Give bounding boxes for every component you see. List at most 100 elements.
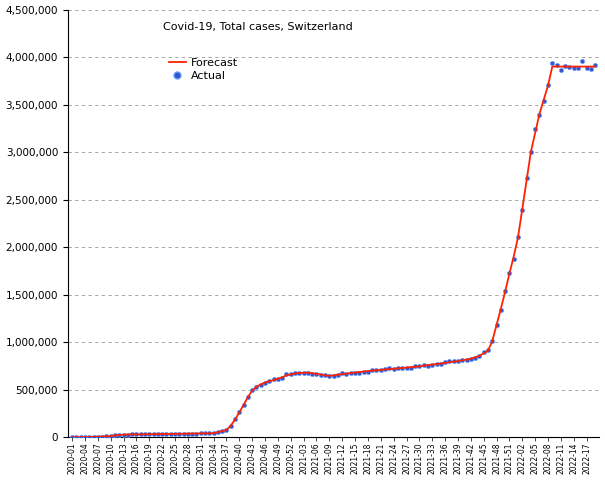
Point (247, 386, 257, 394)
Point (371, 367, 381, 374)
Point (239, 401, 249, 408)
Point (385, 364, 394, 372)
Point (256, 381, 266, 389)
Text: Covid-19, Total cases, Switzerland: Covid-19, Total cases, Switzerland (163, 23, 353, 32)
Point (436, 360, 446, 367)
Point (153, 430, 163, 438)
Point (427, 361, 437, 369)
Point (522, 174, 531, 181)
Point (342, 370, 352, 378)
Point (269, 375, 278, 383)
Point (235, 408, 244, 416)
Point (200, 430, 210, 437)
Point (531, 125, 540, 133)
Point (196, 430, 206, 437)
Point (479, 348, 488, 356)
Point (170, 430, 180, 438)
Point (573, 65, 583, 72)
Point (320, 371, 330, 378)
Point (333, 371, 343, 379)
Point (89, 433, 99, 441)
Point (517, 206, 527, 214)
Point (183, 430, 192, 438)
Point (230, 416, 240, 423)
Point (264, 377, 274, 385)
Point (145, 431, 154, 438)
Point (303, 369, 313, 376)
Point (359, 368, 368, 375)
Point (543, 81, 553, 89)
Point (410, 362, 420, 370)
Point (217, 427, 227, 435)
Point (192, 430, 201, 437)
Point (110, 432, 120, 439)
Point (560, 62, 570, 70)
Point (299, 369, 309, 377)
Point (419, 361, 428, 369)
Point (136, 431, 146, 438)
Point (252, 383, 261, 391)
Point (500, 288, 510, 295)
Point (577, 58, 587, 65)
Point (162, 430, 171, 438)
Point (140, 431, 150, 438)
Point (84, 433, 94, 441)
Point (312, 370, 321, 377)
Point (149, 431, 159, 438)
Point (535, 111, 545, 119)
Point (488, 337, 497, 345)
Point (376, 366, 385, 373)
Point (414, 362, 424, 370)
Point (393, 364, 403, 372)
Point (406, 364, 416, 372)
Point (397, 364, 407, 372)
Legend: Forecast, Actual: Forecast, Actual (169, 58, 238, 81)
Point (470, 354, 480, 361)
Point (423, 362, 433, 370)
Point (307, 370, 317, 378)
Point (402, 364, 411, 372)
Point (123, 431, 132, 438)
Point (316, 371, 325, 378)
Point (166, 430, 175, 438)
Point (492, 322, 502, 329)
Point (157, 430, 167, 438)
Point (221, 426, 231, 434)
Point (114, 431, 124, 439)
Point (552, 61, 561, 69)
Point (209, 430, 218, 437)
Point (569, 64, 578, 72)
Point (286, 371, 296, 378)
Point (131, 431, 141, 438)
Point (295, 369, 304, 377)
Point (496, 306, 506, 313)
Point (526, 148, 535, 156)
Point (586, 65, 596, 73)
Point (76, 433, 85, 441)
Point (71, 433, 81, 441)
Point (324, 372, 334, 380)
Point (432, 360, 442, 368)
Point (213, 429, 223, 436)
Point (474, 352, 484, 360)
Point (483, 346, 493, 354)
Point (204, 430, 214, 437)
Point (462, 356, 471, 363)
Point (329, 372, 338, 380)
Point (243, 394, 253, 401)
Point (564, 63, 574, 71)
Point (505, 269, 514, 277)
Point (188, 430, 197, 437)
Point (539, 97, 549, 105)
Point (440, 358, 450, 366)
Point (273, 375, 283, 383)
Point (127, 431, 137, 438)
Point (453, 357, 463, 365)
Point (466, 355, 476, 362)
Point (80, 433, 90, 441)
Point (389, 365, 399, 372)
Point (582, 64, 592, 72)
Point (380, 365, 390, 372)
Point (97, 432, 107, 440)
Point (355, 369, 364, 376)
